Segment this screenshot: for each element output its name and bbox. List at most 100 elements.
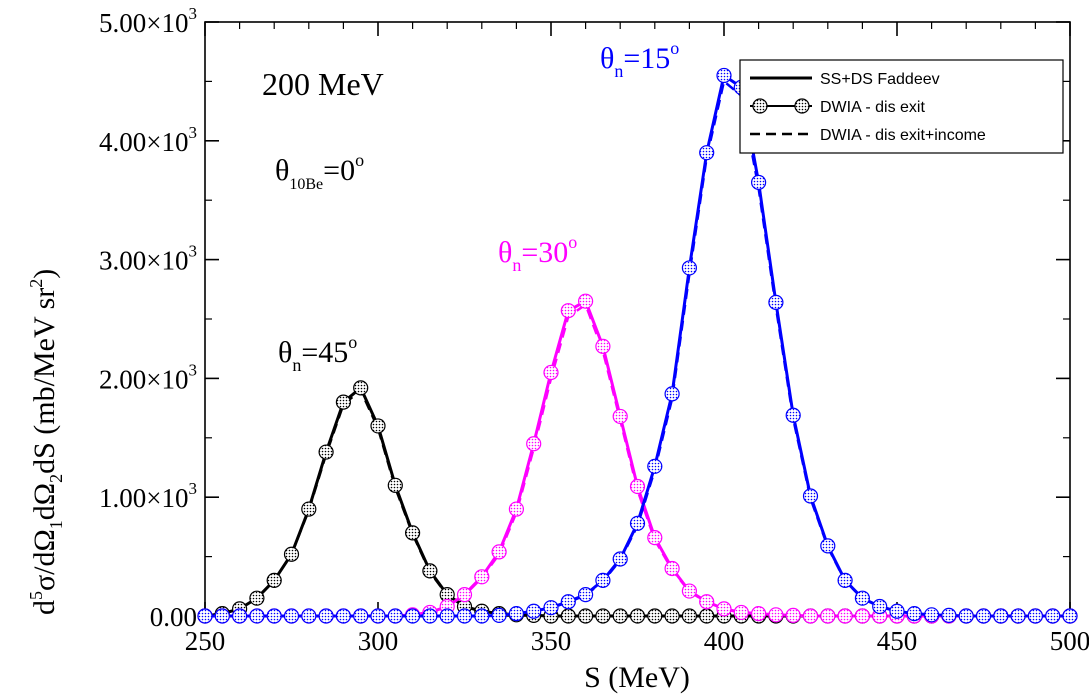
- data-point: [387, 608, 403, 624]
- x-tick-label: 300: [358, 626, 399, 656]
- data-point: [647, 608, 663, 624]
- x-tick-label: 400: [704, 626, 745, 656]
- data-point: [301, 608, 317, 624]
- series-layer: [197, 67, 1078, 624]
- data-point: [197, 608, 213, 624]
- energy-annotation: 200 MeV: [262, 66, 384, 102]
- data-point: [526, 603, 542, 619]
- data-point: [716, 601, 732, 617]
- data-point: [577, 587, 594, 603]
- data-point: [854, 608, 871, 624]
- theta-45-annotation: θn=45o: [278, 332, 357, 375]
- x-axis-title: S (MeV): [584, 661, 690, 694]
- x-tick-label: 450: [877, 626, 918, 656]
- data-point: [318, 608, 334, 624]
- y-axis-title: d5σ/dΩ1dΩ2dS (mb/MeV sr2): [26, 269, 66, 615]
- data-point: [1062, 608, 1078, 624]
- data-point: [612, 551, 628, 567]
- data-point: [370, 608, 386, 624]
- data-point: [249, 590, 265, 606]
- data-point: [353, 608, 369, 624]
- data-point: [301, 501, 317, 517]
- data-point: [560, 608, 576, 624]
- data-point: [750, 174, 767, 190]
- data-point: [802, 488, 819, 504]
- data-point: [958, 608, 974, 624]
- data-point: [785, 407, 801, 423]
- data-point: [577, 608, 594, 624]
- data-point: [249, 608, 265, 624]
- data-point: [508, 606, 525, 622]
- legend-label-dwia-exit: DWIA - dis exit: [820, 99, 925, 116]
- data-point: [664, 608, 680, 624]
- data-point: [975, 608, 992, 624]
- theta-30-annotation: θn=30o: [498, 232, 577, 275]
- data-point: [283, 608, 300, 624]
- data-point: [543, 600, 559, 616]
- data-point: [629, 515, 646, 531]
- legend: SS+DS Faddeev DWIA - dis exit DWIA - dis…: [739, 59, 1064, 154]
- data-point: [560, 594, 576, 610]
- data-point: [854, 590, 871, 606]
- data-point: [664, 386, 680, 402]
- data-point: [560, 303, 576, 319]
- data-point: [283, 546, 300, 562]
- data-point: [491, 607, 507, 624]
- y-tick-label: 5.00×103: [99, 4, 197, 38]
- data-point: [232, 608, 248, 624]
- data-point: [387, 477, 403, 493]
- data-point: [353, 380, 369, 396]
- data-point: [837, 572, 853, 588]
- y-tick-label: 3.00×103: [99, 242, 197, 276]
- data-point: [422, 563, 438, 579]
- data-point: [595, 608, 611, 624]
- data-point: [439, 608, 455, 624]
- data-point: [889, 603, 905, 619]
- data-point: [456, 587, 473, 603]
- data-point: [716, 67, 732, 84]
- y-tick-label: 2.00×103: [99, 360, 197, 394]
- data-point: [699, 608, 715, 624]
- data-point: [595, 572, 611, 588]
- series-line-faddeev-0: [204, 386, 1070, 618]
- data-point: [405, 525, 421, 541]
- data-point: [370, 418, 386, 434]
- data-point: [474, 569, 490, 585]
- theta-15-annotation: θn=15o: [600, 38, 679, 81]
- data-point: [422, 608, 438, 624]
- data-point: [335, 608, 351, 624]
- data-point: [629, 608, 646, 624]
- data-point: [923, 607, 940, 623]
- data-point: [1027, 608, 1044, 624]
- data-point: [941, 607, 957, 624]
- data-point: [768, 607, 784, 623]
- data-point: [733, 604, 749, 621]
- data-point: [802, 608, 819, 624]
- legend-marker-dwia-exit-1: [752, 98, 768, 114]
- data-point: [664, 560, 680, 577]
- legend-marker-dwia-exit-2: [794, 98, 810, 114]
- legend-label-dwia-income: DWIA - dis exit+income: [820, 127, 986, 144]
- data-point: [681, 608, 698, 624]
- data-point: [543, 364, 559, 381]
- data-point: [699, 145, 715, 161]
- data-point: [266, 572, 282, 588]
- data-point: [491, 544, 507, 560]
- data-point: [785, 607, 801, 624]
- x-tick-label: 250: [185, 626, 226, 656]
- y-tick-label: 0.00: [150, 602, 197, 632]
- data-point: [474, 608, 490, 624]
- data-point: [456, 608, 473, 624]
- data-point: [508, 501, 525, 517]
- data-point: [612, 608, 628, 624]
- data-point: [595, 338, 611, 354]
- data-point: [699, 594, 715, 610]
- data-point: [768, 294, 784, 310]
- data-point: [993, 608, 1009, 624]
- data-point: [629, 478, 646, 495]
- data-point: [1010, 608, 1026, 624]
- x-tick-label: 500: [1050, 626, 1089, 656]
- y-tick-label: 1.00×103: [99, 479, 197, 513]
- ticks: 250 300 350 400 450 500 0.00 1.00×103 2.00×103 3.…: [99, 4, 1089, 656]
